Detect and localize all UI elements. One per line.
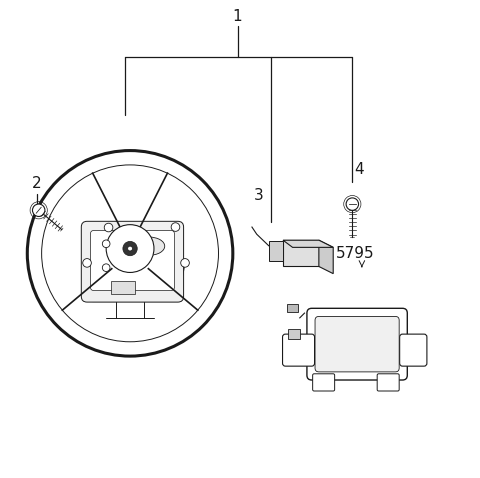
FancyBboxPatch shape xyxy=(307,308,408,380)
FancyBboxPatch shape xyxy=(81,221,183,302)
FancyBboxPatch shape xyxy=(315,316,399,372)
Circle shape xyxy=(171,223,180,231)
Bar xyxy=(269,241,283,261)
Circle shape xyxy=(104,223,113,232)
Bar xyxy=(288,329,300,339)
Circle shape xyxy=(106,225,154,272)
Text: 4: 4 xyxy=(355,162,364,177)
Circle shape xyxy=(128,246,132,251)
Bar xyxy=(287,304,298,312)
FancyBboxPatch shape xyxy=(377,374,399,391)
Bar xyxy=(283,240,319,267)
Circle shape xyxy=(102,240,110,248)
Circle shape xyxy=(83,259,91,267)
Polygon shape xyxy=(283,240,333,248)
FancyBboxPatch shape xyxy=(283,334,314,366)
Text: 2: 2 xyxy=(32,176,42,191)
Circle shape xyxy=(102,264,110,272)
FancyBboxPatch shape xyxy=(90,230,175,291)
FancyBboxPatch shape xyxy=(400,334,427,366)
Circle shape xyxy=(123,241,137,256)
Circle shape xyxy=(33,204,45,217)
Bar xyxy=(111,281,135,294)
Circle shape xyxy=(27,151,233,356)
Polygon shape xyxy=(319,240,333,274)
Ellipse shape xyxy=(133,237,165,255)
Circle shape xyxy=(181,259,189,267)
Circle shape xyxy=(346,198,359,210)
Text: 5795: 5795 xyxy=(336,246,374,261)
Text: 3: 3 xyxy=(254,188,264,203)
Text: 1: 1 xyxy=(233,9,242,24)
FancyBboxPatch shape xyxy=(312,374,335,391)
